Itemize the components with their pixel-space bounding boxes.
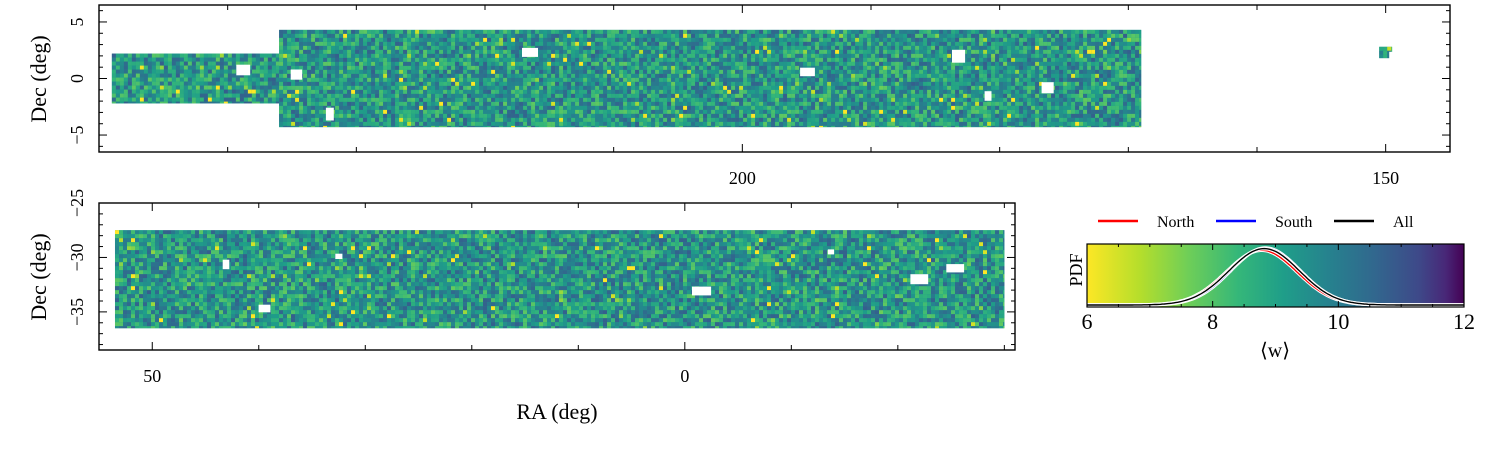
south-axes-frame <box>98 202 1016 351</box>
north-y-tick-label: 5 <box>67 17 87 26</box>
north-x-tick-label: 150 <box>1372 168 1399 188</box>
pdf-x-tick-label: 6 <box>1082 309 1093 334</box>
legend-label-north: North <box>1157 214 1194 231</box>
south-y-tick-label: −25 <box>67 189 87 217</box>
ra-axis-label: RA (deg) <box>516 399 597 424</box>
pdf-axis-ticks: 6 8 10 12 <box>1082 244 1475 334</box>
pdf-legend: North South All <box>1098 214 1414 231</box>
north-axes-frame <box>98 4 1451 153</box>
pdf-x-tick-label: 8 <box>1207 309 1218 334</box>
south-y-tick-label: −35 <box>67 298 87 326</box>
south-x-tick-label: 0 <box>680 366 689 386</box>
north-y-tick-label: −5 <box>67 125 87 144</box>
legend-label-all: All <box>1393 214 1414 231</box>
pdf-y-axis-label: PDF <box>1066 253 1086 286</box>
pdf-panel: 6 8 10 12 PDF ⟨w⟩ North South All <box>1066 214 1475 362</box>
pdf-x-tick-label: 12 <box>1453 309 1475 334</box>
pdf-x-axis-label: ⟨w⟩ <box>1260 340 1290 362</box>
south-x-tick-label: 50 <box>143 366 161 386</box>
north-y-tick-label: 0 <box>67 74 87 83</box>
legend-label-south: South <box>1275 214 1312 231</box>
north-axis-ticks: 200 150 5 0 −5 <box>67 5 1450 188</box>
pdf-axes-frame <box>1086 243 1465 308</box>
pdf-x-tick-label: 10 <box>1327 309 1349 334</box>
north-footprint-region <box>279 29 1142 128</box>
south-footprint <box>114 230 1005 329</box>
south-axis-ticks: 50 0 −25 −30 −35 <box>67 189 1015 386</box>
north-y-axis-label: Dec (deg) <box>26 35 51 122</box>
north-sky-map-panel: 200 150 5 0 −5 Dec (deg) <box>26 4 1451 188</box>
north-footprint-region <box>1379 46 1406 61</box>
south-y-axis-label: Dec (deg) <box>26 233 51 320</box>
north-footprint-region <box>111 53 280 104</box>
south-footprint-region <box>114 230 1005 329</box>
south-y-tick-label: −30 <box>67 243 87 271</box>
south-sky-map-panel: 50 0 −25 −30 −35 Dec (deg) RA (deg) <box>26 189 1016 424</box>
north-x-tick-label: 200 <box>729 168 756 188</box>
north-footprint <box>111 29 1406 128</box>
